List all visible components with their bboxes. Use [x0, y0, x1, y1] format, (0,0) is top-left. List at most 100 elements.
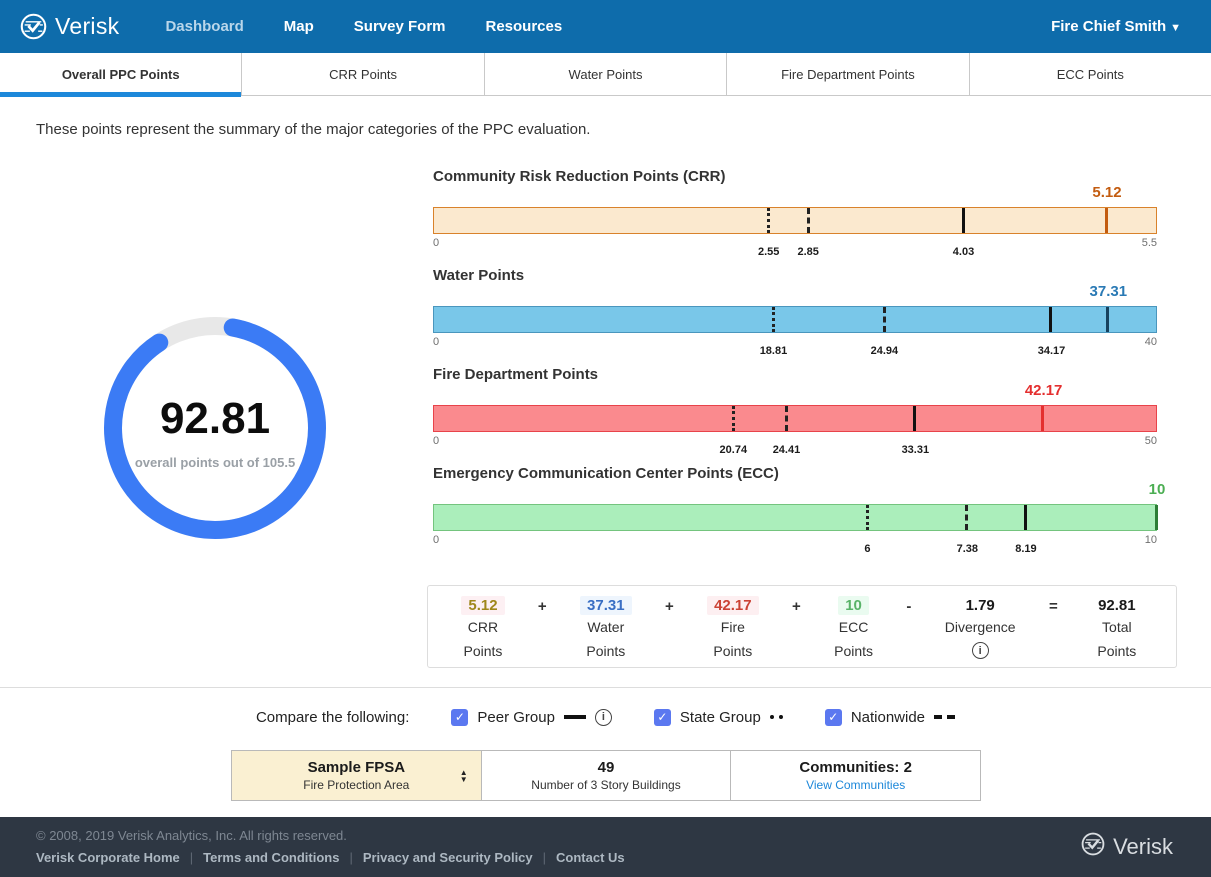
equation-term-divergence: 1.79Divergencei — [945, 596, 1016, 667]
footer-links: Verisk Corporate Home|Terms and Conditio… — [36, 850, 1175, 865]
equation-operator: = — [1049, 596, 1058, 667]
chart-bar — [433, 504, 1157, 531]
compare-option-peer-group[interactable]: ✓ Peer Group i — [451, 709, 612, 726]
user-menu[interactable]: Fire Chief Smith▼ — [1051, 18, 1181, 35]
tab-ecc-points[interactable]: ECC Points — [970, 53, 1211, 95]
view-communities-link[interactable]: View Communities — [806, 778, 905, 792]
peer-group-marker — [1024, 505, 1027, 530]
term-label: Water — [580, 615, 632, 639]
nationwide-marker — [785, 406, 788, 431]
marker-value-label: 33.31 — [902, 444, 930, 456]
nav-item-dashboard[interactable]: Dashboard — [165, 18, 243, 35]
footer-link-terms-and-conditions[interactable]: Terms and Conditions — [203, 850, 339, 865]
overall-points-caption: overall points out of 105.5 — [99, 455, 331, 470]
main-nav: Dashboard Map Survey Form Resources — [165, 18, 562, 35]
equation-operator: + — [538, 596, 547, 667]
chart-bar — [433, 306, 1157, 333]
select-arrows-icon: ▲▼ — [460, 769, 468, 783]
term-value: 1.79 — [959, 596, 1002, 615]
footer-verisk-logo-text: Verisk — [1113, 834, 1173, 860]
peer-group-checkbox[interactable]: ✓ — [451, 709, 468, 726]
chart-title: Water Points — [433, 267, 524, 284]
chart-value-label: 10 — [1149, 481, 1166, 498]
state-group-marker — [767, 208, 770, 233]
dashed-line-icon — [934, 715, 955, 719]
compare-option-label: Nationwide — [851, 709, 925, 726]
top-nav-bar: Verisk DashboardMapSurvey FormResources … — [0, 0, 1211, 53]
footer-link-verisk-corporate-home[interactable]: Verisk Corporate Home — [36, 850, 180, 865]
nationwide-marker — [807, 208, 810, 233]
equation-term-fire: 42.17FirePoints — [707, 596, 759, 667]
points-equation-box: 5.12CRRPoints+37.31WaterPoints+42.17Fire… — [427, 585, 1177, 668]
chart-value-label: 42.17 — [1025, 382, 1063, 399]
page-description: These points represent the summary of th… — [36, 121, 590, 138]
compare-label: Compare the following: — [256, 709, 409, 726]
marker-value-label: 24.94 — [871, 345, 899, 357]
nationwide-checkbox[interactable]: ✓ — [825, 709, 842, 726]
compare-controls: Compare the following: ✓ Peer Group i ✓ Stat… — [0, 701, 1211, 733]
tab-fire-department-points[interactable]: Fire Department Points — [727, 53, 969, 95]
area-summary-bar: Sample FPSAFire Protection Area▲▼ 49 Numbe… — [231, 750, 981, 801]
chart-title: Fire Department Points — [433, 366, 598, 383]
axis-min-label: 0 — [433, 534, 439, 546]
solid-line-icon — [564, 715, 586, 719]
cell-title: Sample FPSA — [308, 759, 406, 776]
user-name: Fire Chief Smith — [1051, 18, 1166, 35]
term-value: 5.12 — [461, 596, 504, 615]
compare-option-label: Peer Group — [477, 709, 555, 726]
term-value: 92.81 — [1091, 596, 1143, 615]
footer-verisk-logo: Verisk — [1081, 832, 1173, 862]
equation-term-water: 37.31WaterPoints — [580, 596, 632, 667]
marker-value-label: 8.19 — [1015, 543, 1036, 555]
value-marker — [1155, 505, 1158, 530]
cell-subtitle: Number of 3 Story Buildings — [531, 778, 680, 792]
chart-title: Emergency Communication Center Points (E… — [433, 465, 779, 482]
term-label: Total — [1091, 615, 1143, 639]
tab-crr-points[interactable]: CRR Points — [242, 53, 484, 95]
footer-verisk-logo-icon — [1081, 832, 1105, 862]
marker-value-label: 24.41 — [773, 444, 801, 456]
overall-points-value: 92.81 — [99, 394, 331, 444]
compare-option-label: State Group — [680, 709, 761, 726]
tab-overall-ppc-points[interactable]: Overall PPC Points — [0, 53, 242, 95]
footer-link-contact-us[interactable]: Contact Us — [556, 850, 625, 865]
info-icon[interactable]: i — [972, 642, 989, 659]
equation-term-ecc: 10ECCPoints — [834, 596, 873, 667]
summary-cell-sample-fpsa[interactable]: Sample FPSAFire Protection Area▲▼ — [232, 751, 482, 800]
equation-term-total: 92.81TotalPoints — [1091, 596, 1143, 667]
term-label: Points — [580, 639, 632, 663]
tab-bar: Overall PPC PointsCRR PointsWater Points… — [0, 53, 1211, 96]
nationwide-marker — [883, 307, 886, 332]
marker-value-label: 2.85 — [797, 246, 818, 258]
nav-item-map[interactable]: Map — [284, 18, 314, 35]
info-icon[interactable]: i — [595, 709, 612, 726]
dotted-line-icon — [770, 715, 783, 719]
axis-max-label: 10 — [1145, 534, 1157, 546]
cell-title: 49 — [598, 759, 615, 776]
tab-water-points[interactable]: Water Points — [485, 53, 727, 95]
peer-group-marker — [1049, 307, 1052, 332]
equation-operator: + — [665, 596, 674, 667]
marker-value-label: 2.55 — [758, 246, 779, 258]
value-marker — [1105, 208, 1108, 233]
marker-value-label: 20.74 — [720, 444, 748, 456]
axis-min-label: 0 — [433, 336, 439, 348]
state-group-marker — [866, 505, 869, 530]
section-divider — [0, 687, 1211, 688]
term-label: ECC — [834, 615, 873, 639]
overall-points-gauge: 92.81 overall points out of 105.5 — [99, 312, 331, 544]
marker-value-label: 4.03 — [953, 246, 974, 258]
state-group-checkbox[interactable]: ✓ — [654, 709, 671, 726]
nav-item-resources[interactable]: Resources — [486, 18, 563, 35]
marker-value-label: 6 — [864, 543, 870, 555]
value-marker — [1041, 406, 1044, 431]
chart-title: Community Risk Reduction Points (CRR) — [433, 168, 726, 185]
state-group-marker — [772, 307, 775, 332]
arrow-down-icon: ▼ — [460, 776, 468, 783]
term-value: 42.17 — [707, 596, 759, 615]
verisk-logo-text: Verisk — [55, 13, 119, 40]
footer-link-privacy-and-security-policy[interactable]: Privacy and Security Policy — [363, 850, 533, 865]
compare-option-nationwide[interactable]: ✓ Nationwide — [825, 709, 955, 726]
compare-option-state-group[interactable]: ✓ State Group — [654, 709, 783, 726]
nav-item-survey-form[interactable]: Survey Form — [354, 18, 446, 35]
